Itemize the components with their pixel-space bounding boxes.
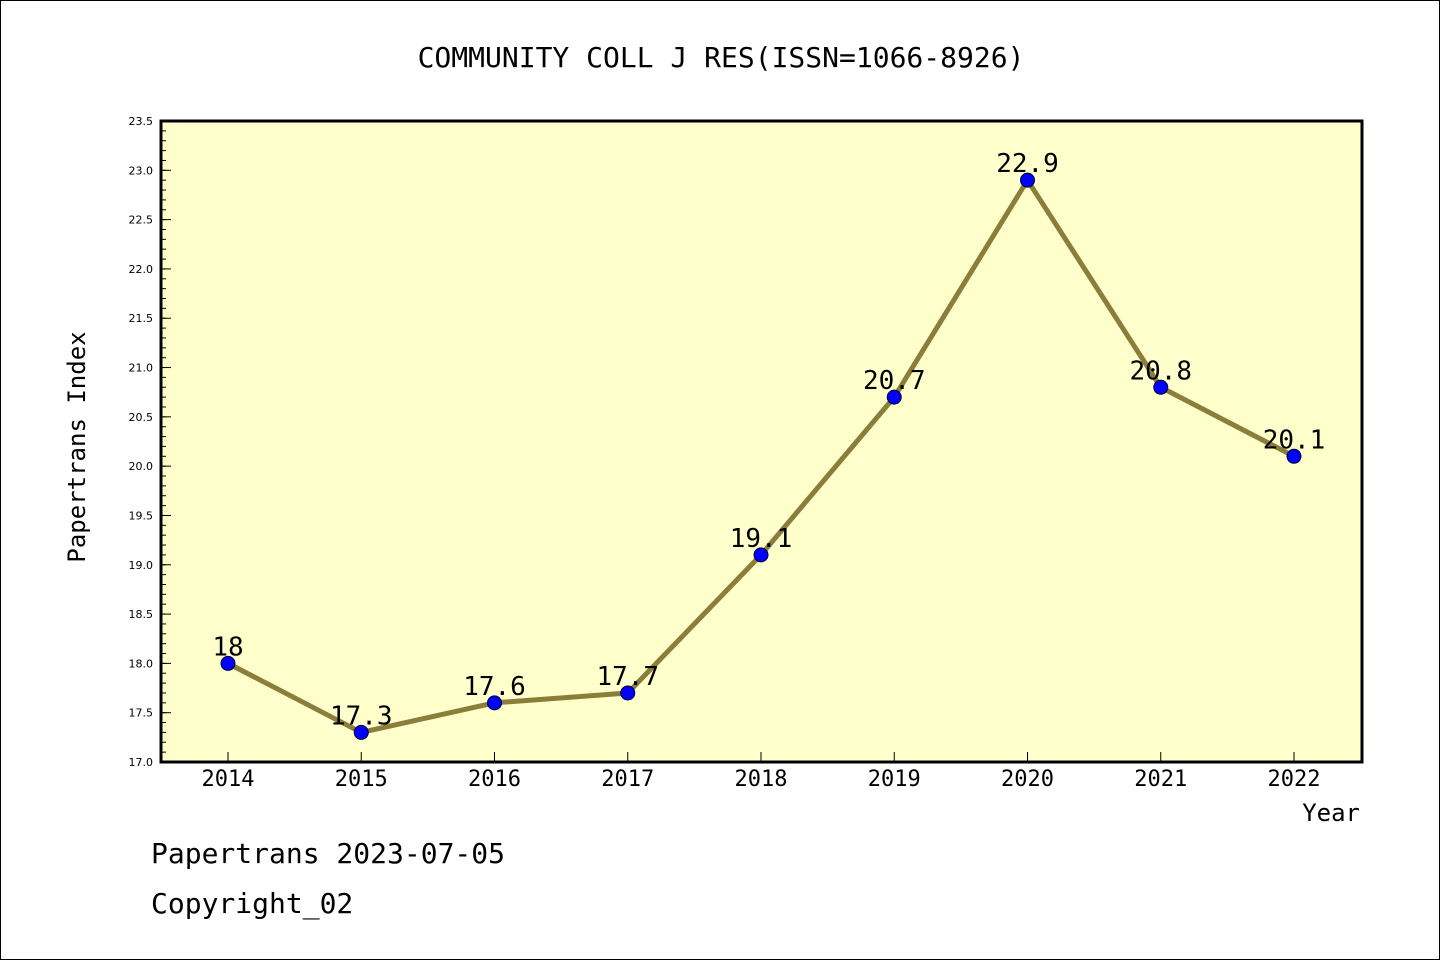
x-tick-label: 2018	[735, 767, 788, 792]
x-axis: 2014 2015 2016 2017 2018 2019 2020 2021 2022	[202, 752, 1321, 792]
y-tick-label: 23.5	[129, 115, 154, 128]
chart-title: COMMUNITY COLL J RES(ISSN=1066-8926)	[418, 41, 1025, 74]
data-point-2019	[886, 389, 902, 405]
data-label-2017: 17.7	[596, 662, 659, 692]
footer-date: Papertrans 2023-07-05	[151, 837, 506, 870]
data-points	[220, 172, 1302, 740]
plot-area	[159, 119, 1364, 764]
y-tick-label: 22.0	[129, 263, 154, 276]
data-point-2020	[1020, 172, 1035, 188]
y-tick-label: 18.0	[129, 657, 154, 670]
data-point-2017	[620, 685, 636, 701]
x-tick-label: 2021	[1134, 767, 1187, 792]
footer-copyright: Copyright_02	[151, 887, 354, 920]
x-tick-label: 2016	[468, 767, 521, 792]
y-tick-label: 22.5	[129, 214, 154, 227]
y-tick-label: 19.5	[129, 509, 154, 522]
y-tick-label: 20.0	[129, 460, 154, 473]
data-label-2018: 19.1	[730, 524, 793, 554]
y-tick-label: 18.5	[129, 608, 154, 621]
x-tick-label: 2014	[202, 767, 255, 792]
x-tick-label: 2022	[1268, 767, 1321, 792]
data-point-2015	[353, 724, 369, 740]
data-point-2022	[1286, 448, 1302, 464]
y-tick-label: 23.0	[129, 164, 154, 177]
data-label-2014: 18	[212, 632, 243, 662]
data-label-2016: 17.6	[463, 672, 526, 702]
data-point-2016	[487, 695, 502, 711]
data-point-2014	[220, 655, 236, 671]
data-label-2019: 20.7	[863, 366, 926, 396]
data-point-2021	[1153, 379, 1169, 395]
y-tick-label: 21.0	[129, 362, 154, 375]
data-label-2020: 22.9	[996, 149, 1059, 179]
y-tick-label: 20.5	[129, 411, 154, 424]
y-tick-label: 17.0	[129, 756, 154, 769]
x-tick-label: 2019	[868, 767, 921, 792]
y-tick-label: 17.5	[129, 707, 154, 720]
y-axis: 17.0 17.5 18.0 18.5 19.0 19.5 20.0 20.5 21.0 21.5…	[129, 115, 171, 769]
data-label-2015: 17.3	[330, 701, 393, 731]
x-tick-label: 2020	[1001, 767, 1054, 792]
y-tick-label: 19.0	[129, 559, 154, 572]
x-tick-label: 2015	[335, 767, 388, 792]
x-tick-label: 2017	[601, 767, 654, 792]
data-point-2018	[753, 547, 769, 563]
x-axis-title: Year	[1302, 799, 1360, 827]
data-labels: 18 17.3 17.6 17.7 19.1 20.7 22.9 20.8 20.1	[212, 149, 1325, 731]
y-axis-title: Papertrans Index	[63, 331, 91, 562]
data-label-2021: 20.8	[1129, 356, 1192, 386]
data-label-2022: 20.1	[1263, 425, 1326, 455]
y-tick-label: 21.5	[129, 312, 154, 325]
